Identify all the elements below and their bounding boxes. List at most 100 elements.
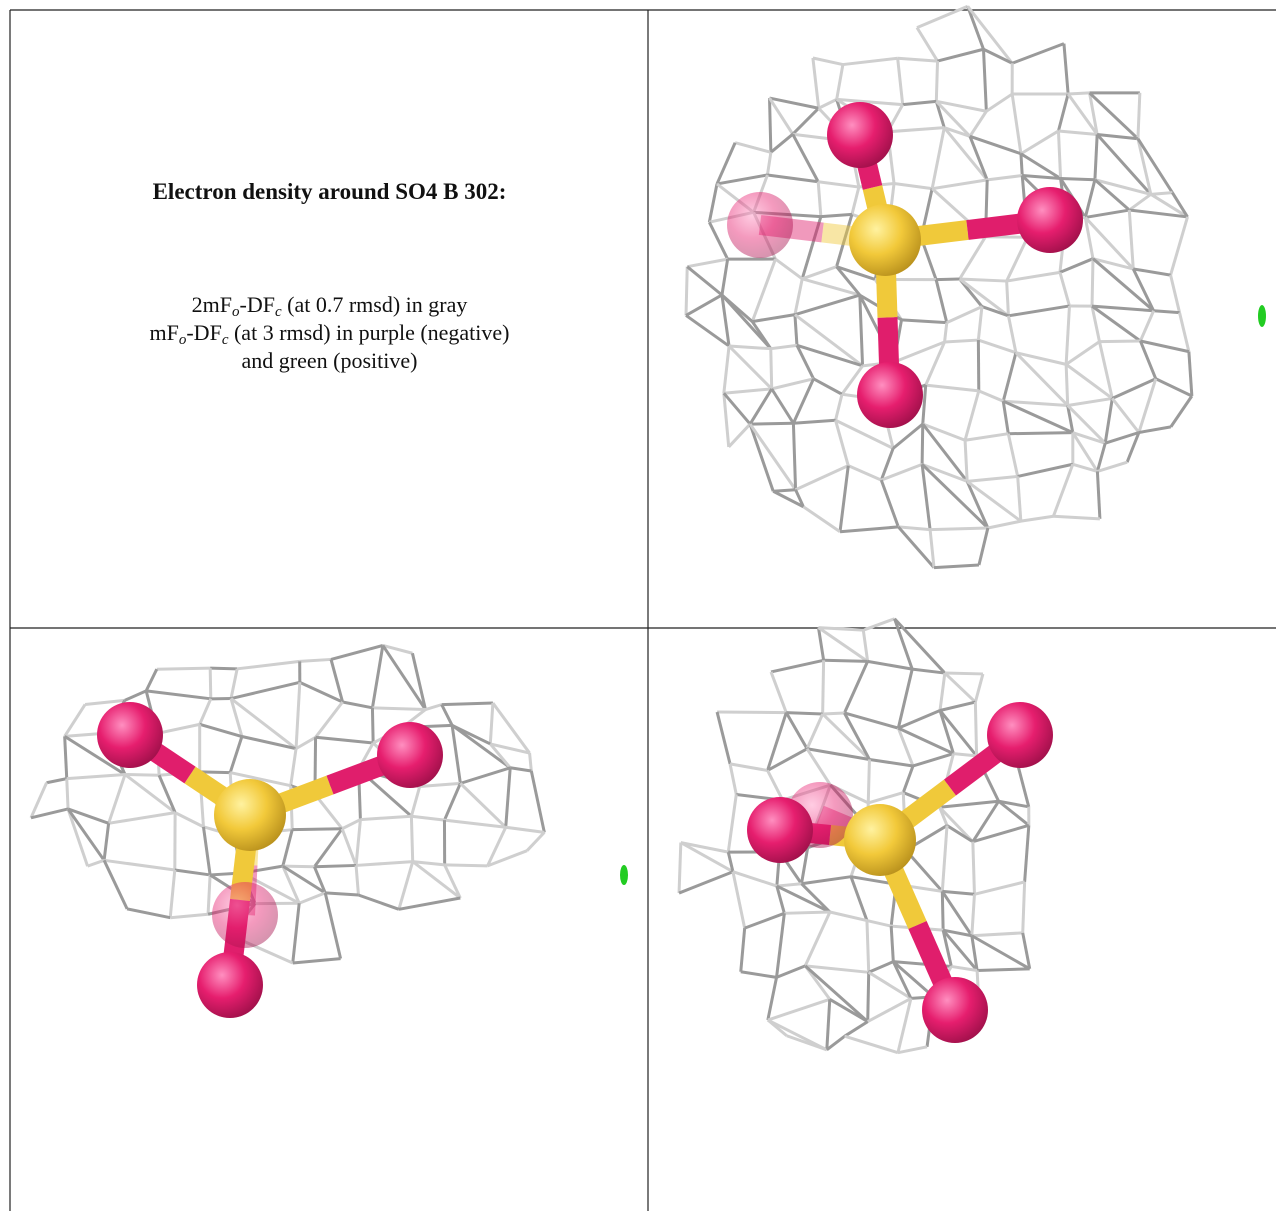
mesh-line [733, 872, 777, 886]
mesh-line [1023, 933, 1030, 969]
mesh-line [960, 237, 986, 279]
oxygen-atom [747, 797, 813, 863]
mesh-line [986, 94, 1012, 111]
mesh-line [31, 783, 47, 818]
mesh-line [425, 705, 441, 710]
mesh-line [978, 307, 982, 340]
mesh-line [104, 860, 175, 870]
mesh-line [530, 753, 532, 771]
mesh-line [1129, 194, 1151, 210]
oxygen-atom [827, 102, 893, 168]
mesh-line [296, 737, 316, 748]
mesh-line [293, 903, 299, 963]
mesh-line [1068, 93, 1089, 94]
mesh-line [372, 708, 373, 743]
mesh-line [709, 222, 727, 259]
mesh-line [868, 793, 903, 803]
mesh-line [452, 725, 460, 783]
oxygen-atom [727, 192, 793, 258]
mesh-line [1008, 433, 1073, 434]
mesh-line [146, 669, 157, 691]
mesh-line [200, 699, 211, 725]
mesh-line [968, 6, 984, 49]
mesh-line [830, 912, 867, 921]
mesh-line [1097, 471, 1100, 518]
mesh-line [724, 393, 750, 424]
mesh-line [868, 759, 869, 802]
mesh-line [687, 259, 727, 267]
mesh-line [898, 58, 938, 61]
mesh-line [31, 809, 68, 818]
mesh-line [984, 49, 987, 111]
mesh-line [358, 895, 398, 909]
mesh-line [125, 775, 159, 776]
mesh-line [805, 966, 867, 1022]
mesh-line [1023, 882, 1025, 933]
mesh-line [845, 1036, 898, 1053]
mesh-line [65, 736, 67, 778]
mesh-line [940, 801, 999, 807]
mesh-line [840, 527, 898, 532]
mesh-line [786, 713, 807, 749]
mesh-line [283, 830, 292, 866]
mesh-line [210, 668, 237, 669]
mesh-line [787, 1036, 827, 1050]
mesh-line [1171, 275, 1180, 313]
mesh-line [1053, 464, 1072, 516]
mesh-line [1021, 516, 1054, 521]
mesh-line [819, 99, 837, 108]
mesh-line [1021, 131, 1059, 154]
mesh-line [729, 346, 772, 389]
mesh-line [750, 424, 795, 490]
mesh-line [970, 136, 1021, 153]
mesh-line [1060, 272, 1070, 306]
mesh-line [157, 724, 200, 733]
mesh-line [793, 108, 819, 134]
mesh-line [987, 176, 1022, 180]
mesh-line [869, 759, 913, 766]
mesh-line [977, 969, 1030, 971]
mesh-line [342, 829, 356, 866]
mesh-line [913, 754, 953, 766]
mesh-line [157, 668, 210, 669]
sulfur-atom [849, 204, 921, 276]
oxygen-atom [197, 952, 263, 1018]
mesh-line [860, 295, 863, 366]
mesh-line [1112, 398, 1139, 432]
mesh-line [845, 1022, 868, 1037]
positive-density [1258, 305, 1266, 327]
mesh-line [1008, 434, 1017, 477]
mesh-line [898, 1047, 927, 1053]
mesh-line [895, 619, 945, 673]
sulfur-atom [844, 804, 916, 876]
mesh-line [1099, 341, 1140, 342]
mesh-line [1105, 398, 1112, 443]
mesh-line [237, 661, 300, 668]
oxygen-atom [857, 362, 923, 428]
mesh-line [818, 182, 821, 217]
mesh-line [768, 999, 830, 1020]
mesh-line [68, 809, 88, 866]
mesh-line [979, 528, 988, 565]
oxygen-atom [987, 702, 1053, 768]
mesh-line [922, 464, 988, 528]
mesh-line [1092, 306, 1154, 311]
mesh-line [686, 315, 729, 346]
mesh-line [709, 184, 717, 222]
subscript: o [232, 304, 240, 320]
mesh-line [795, 295, 860, 315]
text-run: (at 0.7 rmsd) in gray [282, 292, 468, 317]
description-line: mFo-DFc (at 3 rmsd) in purple (negative) [11, 319, 648, 347]
mesh-line [1133, 269, 1153, 311]
mesh-line [372, 645, 382, 707]
mesh-line [795, 315, 797, 346]
mesh-line [750, 424, 773, 491]
mesh-line [531, 771, 544, 832]
mesh-line [687, 267, 722, 295]
mesh-line [399, 898, 460, 909]
mesh-line [717, 143, 735, 184]
mesh-line [283, 866, 315, 867]
mesh-line [85, 700, 125, 704]
mesh-line [793, 379, 813, 423]
mesh-line [802, 279, 860, 295]
